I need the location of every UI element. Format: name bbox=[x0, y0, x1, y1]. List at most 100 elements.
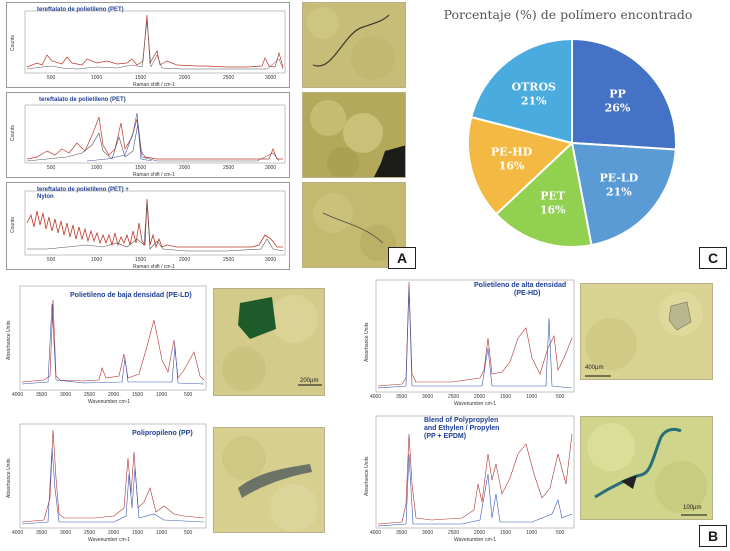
pie-value-pe-ld: 21% bbox=[606, 185, 632, 198]
x-tick: 1000 bbox=[91, 75, 103, 81]
micrograph-particle bbox=[302, 92, 406, 178]
x-tick: 3000 bbox=[265, 257, 277, 263]
micrograph-green-fragment: 200µm bbox=[213, 288, 325, 396]
x-tick: 2000 bbox=[474, 530, 486, 536]
micrograph-blue-fiber: 100µm bbox=[580, 416, 713, 520]
x-tick: 1000 bbox=[91, 257, 103, 263]
pie-label-pe-ld: PE-LD bbox=[599, 171, 638, 184]
panel-c-badge: C bbox=[699, 247, 727, 269]
ftir-plot-pe-ld bbox=[19, 285, 207, 391]
x-tick: 3000 bbox=[60, 392, 72, 398]
ftir-spectrum-pp-epdm: Blend of Polypropylen and Ethylen / Prop… bbox=[362, 414, 576, 548]
spectrum-title-line2: Nylon bbox=[37, 194, 54, 200]
ftir-plot-pe-hd bbox=[375, 279, 575, 393]
spectrum-title: tereftalato de polietileno (PET) bbox=[37, 7, 124, 13]
x-tick: 2000 bbox=[474, 394, 486, 400]
pie-slice-pe-hd bbox=[467, 115, 575, 216]
x-tick: 3000 bbox=[60, 530, 72, 536]
raman-plot-2 bbox=[24, 104, 286, 164]
x-axis-label: Wavenumber cm-1 bbox=[88, 399, 131, 405]
x-tick: 1500 bbox=[135, 165, 147, 171]
x-tick: 3000 bbox=[265, 165, 277, 171]
micrograph-transparent-fragment: 400µm bbox=[580, 283, 713, 380]
panel-a-badge: A bbox=[388, 247, 416, 269]
x-tick: 2500 bbox=[448, 530, 460, 536]
pie-value-pe-hd: 16% bbox=[499, 160, 525, 173]
x-tick: 3500 bbox=[36, 530, 48, 536]
x-tick: 3000 bbox=[265, 75, 277, 81]
pie-label-pp: PP bbox=[609, 87, 626, 100]
panel-b-badge: B bbox=[699, 525, 727, 547]
x-axis-label: Wavenumber cm-1 bbox=[88, 537, 131, 543]
x-tick: 500 bbox=[47, 75, 56, 81]
micrograph-fiber-nylon bbox=[302, 182, 406, 268]
x-tick: 2500 bbox=[84, 392, 96, 398]
x-tick: 1000 bbox=[526, 394, 538, 400]
pie-label-pe-hd: PE-HD bbox=[491, 146, 533, 159]
scale-bar-label: 100µm bbox=[683, 505, 702, 511]
pie-value-pet: 16% bbox=[540, 203, 566, 216]
x-tick: 500 bbox=[184, 530, 193, 536]
ftir-spectrum-pe-hd: Polietileno de alta densidad (PE-HD) Abs… bbox=[362, 278, 576, 410]
x-tick: 2000 bbox=[108, 530, 120, 536]
x-tick: 500 bbox=[184, 392, 193, 398]
x-tick: 4000 bbox=[12, 530, 24, 536]
x-axis-label: Wavenumber cm-1 bbox=[454, 401, 497, 407]
x-axis-label: Raman shift / cm-1 bbox=[133, 172, 175, 178]
x-tick: 1000 bbox=[156, 530, 168, 536]
pie-slice-pe-ld bbox=[570, 141, 677, 247]
pie-chart-title: Porcentaje (%) de polímero encontrado bbox=[443, 7, 693, 22]
micrograph-gray-flakes bbox=[213, 427, 325, 533]
x-tick: 500 bbox=[47, 257, 56, 263]
pie-slice-pp bbox=[571, 37, 677, 151]
x-tick: 1500 bbox=[500, 530, 512, 536]
spectrum-title-line1: tereftalato de polietileno (PET) + bbox=[37, 187, 129, 193]
x-tick: 2000 bbox=[108, 392, 120, 398]
ftir-spectrum-pp: Polipropileno (PP) Absorbance Units 4000… bbox=[4, 418, 208, 548]
x-tick: 1500 bbox=[500, 394, 512, 400]
x-tick: 3000 bbox=[422, 530, 434, 536]
x-tick: 500 bbox=[47, 165, 56, 171]
x-tick: 1500 bbox=[135, 75, 147, 81]
x-tick: 500 bbox=[556, 394, 565, 400]
x-tick: 1000 bbox=[91, 165, 103, 171]
spectrum-title-line1: Polietileno de alta densidad bbox=[474, 282, 567, 289]
scale-bar-label: 200µm bbox=[300, 378, 319, 384]
x-axis-label: Wavenumber cm-1 bbox=[454, 537, 497, 543]
pie-slice-pet bbox=[494, 141, 593, 248]
raman-plot-1 bbox=[24, 10, 286, 74]
pie-value-pp: 26% bbox=[605, 101, 631, 114]
spectrum-title-line1: Blend of Polypropylen bbox=[424, 417, 499, 424]
spectrum-title-line3: (PP + EPDM) bbox=[424, 433, 467, 440]
spectrum-title-line2: and Ethylen / Propylen bbox=[424, 425, 500, 432]
spectrum-title: Polietileno de baja densidad (PE-LD) bbox=[70, 292, 192, 299]
x-tick: 2500 bbox=[223, 75, 235, 81]
x-tick: 4000 bbox=[370, 394, 382, 400]
ftir-plot-pp-epdm bbox=[375, 415, 575, 529]
pie-slice-otros bbox=[470, 37, 573, 145]
raman-spectrum-pet-2: tereftalato de polietileno (PET) Counts … bbox=[6, 92, 290, 178]
x-tick: 1500 bbox=[132, 392, 144, 398]
x-tick: 3500 bbox=[36, 392, 48, 398]
x-axis-label: Raman shift / cm-1 bbox=[133, 264, 175, 270]
x-tick: 2000 bbox=[179, 75, 191, 81]
pie-value-otros: 21% bbox=[521, 95, 547, 108]
ftir-plot-pp bbox=[19, 423, 207, 529]
raman-spectrum-pet-nylon: tereftalato de polietileno (PET) + Nylon… bbox=[6, 182, 290, 270]
micrograph-fiber bbox=[302, 2, 406, 88]
x-tick: 2500 bbox=[223, 257, 235, 263]
scale-bar-label: 400µm bbox=[585, 365, 604, 371]
x-tick: 2000 bbox=[179, 257, 191, 263]
x-tick: 1000 bbox=[526, 530, 538, 536]
x-tick: 2500 bbox=[448, 394, 460, 400]
x-tick: 1000 bbox=[156, 392, 168, 398]
ftir-spectrum-pe-ld: Polietileno de baja densidad (PE-LD) Abs… bbox=[4, 280, 208, 408]
x-tick: 1500 bbox=[132, 530, 144, 536]
x-tick: 500 bbox=[556, 530, 565, 536]
x-tick: 3000 bbox=[422, 394, 434, 400]
x-tick: 2500 bbox=[223, 165, 235, 171]
pie-label-pet: PET bbox=[540, 189, 566, 202]
x-axis-label: Raman shift / cm-1 bbox=[133, 82, 175, 88]
raman-plot-3 bbox=[24, 190, 286, 256]
spectrum-title: Polipropileno (PP) bbox=[132, 430, 193, 437]
